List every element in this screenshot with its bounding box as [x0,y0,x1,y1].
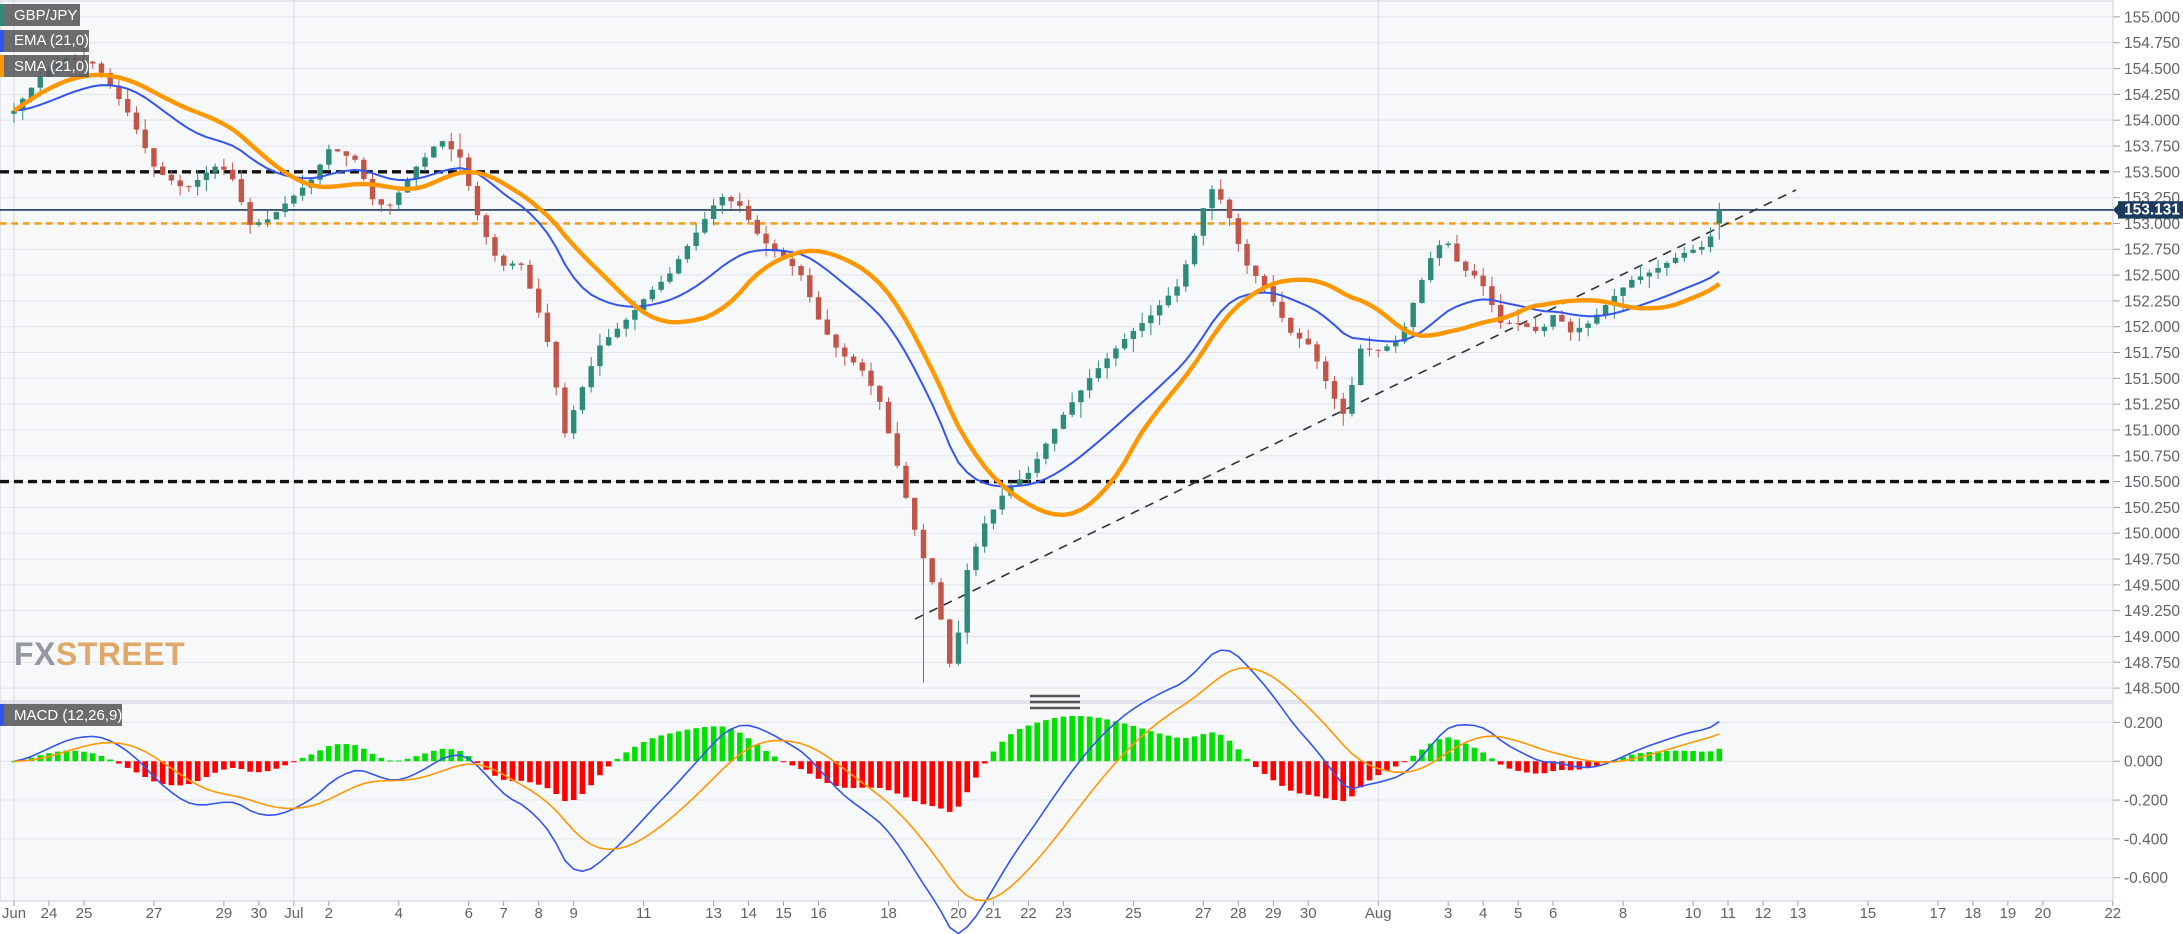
svg-text:151.500: 151.500 [2124,371,2180,388]
svg-text:8: 8 [535,905,543,922]
svg-text:154.750: 154.750 [2124,35,2180,52]
svg-text:19: 19 [2000,905,2017,922]
svg-text:152.250: 152.250 [2124,293,2180,310]
svg-text:11: 11 [1720,905,1736,922]
svg-text:30: 30 [251,905,268,922]
svg-text:150.250: 150.250 [2124,500,2180,517]
svg-text:4: 4 [1479,905,1487,922]
svg-text:154.000: 154.000 [2124,113,2180,130]
svg-text:148.750: 148.750 [2124,655,2180,672]
svg-text:149.250: 149.250 [2124,603,2180,620]
svg-text:Jun: Jun [2,905,26,922]
svg-text:149.000: 149.000 [2124,629,2180,646]
svg-text:24: 24 [41,905,58,922]
svg-text:0.000: 0.000 [2124,754,2163,771]
svg-text:11: 11 [636,905,652,922]
svg-text:7: 7 [500,905,508,922]
svg-text:149.750: 149.750 [2124,552,2180,569]
svg-text:153.131: 153.131 [2124,202,2180,219]
svg-text:-0.200: -0.200 [2124,793,2168,810]
svg-text:6: 6 [1549,905,1557,922]
svg-text:27: 27 [146,905,163,922]
svg-text:2: 2 [325,905,333,922]
svg-text:25: 25 [1125,905,1142,922]
svg-text:13: 13 [1790,905,1807,922]
svg-text:20: 20 [950,905,967,922]
svg-text:150.500: 150.500 [2124,474,2180,491]
svg-text:25: 25 [76,905,93,922]
svg-text:152.000: 152.000 [2124,319,2180,336]
svg-text:154.500: 154.500 [2124,61,2180,78]
svg-text:152.500: 152.500 [2124,268,2180,285]
svg-text:151.750: 151.750 [2124,345,2180,362]
svg-text:-0.600: -0.600 [2124,870,2168,887]
svg-text:17: 17 [1930,905,1947,922]
svg-text:22: 22 [1020,905,1037,922]
svg-text:9: 9 [570,905,578,922]
svg-text:151.250: 151.250 [2124,397,2180,414]
svg-text:4: 4 [395,905,403,922]
svg-text:29: 29 [216,905,233,922]
svg-text:30: 30 [1300,905,1317,922]
svg-text:10: 10 [1685,905,1702,922]
svg-text:Jul: Jul [284,905,303,922]
svg-text:3: 3 [1444,905,1452,922]
svg-text:151.000: 151.000 [2124,422,2180,439]
svg-text:153.750: 153.750 [2124,138,2180,155]
svg-text:Aug: Aug [1365,905,1392,922]
svg-text:-0.400: -0.400 [2124,831,2168,848]
svg-text:12: 12 [1755,905,1772,922]
svg-text:18: 18 [1965,905,1982,922]
svg-text:149.500: 149.500 [2124,577,2180,594]
svg-text:29: 29 [1265,905,1282,922]
svg-text:15: 15 [1860,905,1877,922]
svg-text:27: 27 [1195,905,1212,922]
svg-text:22: 22 [2104,905,2121,922]
svg-text:150.000: 150.000 [2124,526,2180,543]
svg-text:6: 6 [465,905,473,922]
svg-text:0.200: 0.200 [2124,715,2163,732]
svg-text:28: 28 [1230,905,1247,922]
svg-text:13: 13 [705,905,722,922]
svg-text:152.750: 152.750 [2124,242,2180,259]
svg-text:18: 18 [880,905,897,922]
svg-text:155.000: 155.000 [2124,9,2180,26]
svg-text:14: 14 [740,905,757,922]
svg-text:150.750: 150.750 [2124,448,2180,465]
svg-text:21: 21 [985,905,1002,922]
svg-text:5: 5 [1514,905,1522,922]
svg-text:148.500: 148.500 [2124,681,2180,698]
svg-text:15: 15 [775,905,792,922]
svg-text:23: 23 [1055,905,1072,922]
svg-text:20: 20 [2034,905,2051,922]
svg-text:153.500: 153.500 [2124,164,2180,181]
svg-text:154.250: 154.250 [2124,87,2180,104]
svg-text:8: 8 [1619,905,1627,922]
svg-text:16: 16 [810,905,827,922]
